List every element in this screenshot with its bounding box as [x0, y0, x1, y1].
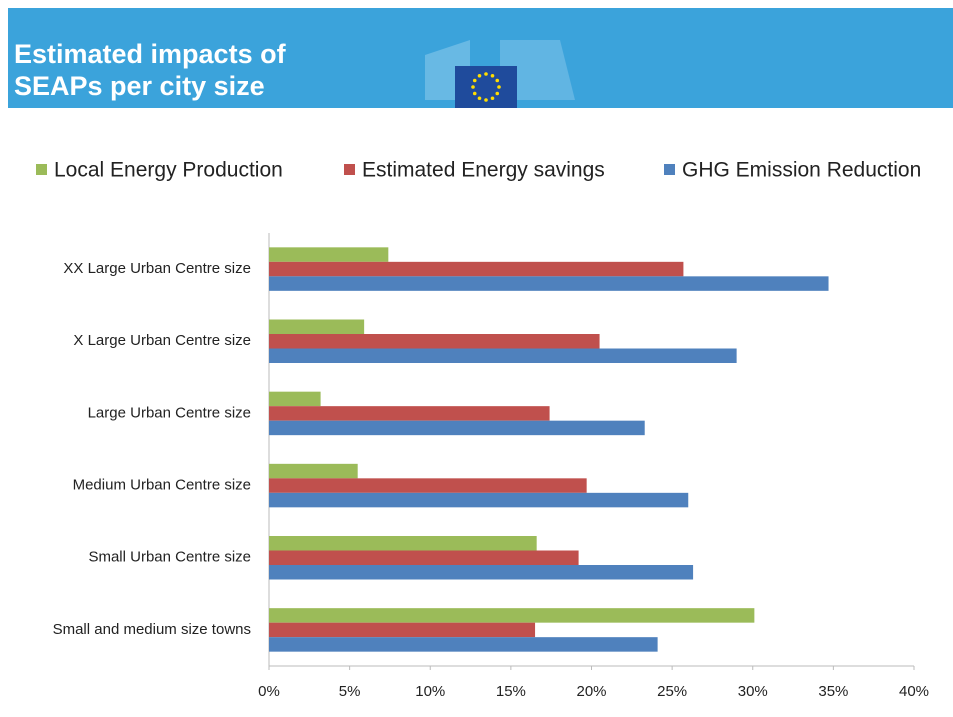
eu-star	[477, 96, 482, 101]
bar	[269, 608, 755, 623]
eu-star	[490, 96, 495, 101]
bar	[269, 247, 389, 262]
eu-star	[497, 85, 501, 89]
bar	[269, 565, 694, 580]
x-tick-label: 5%	[339, 683, 361, 700]
y-tick-label: Medium Urban Centre size	[73, 477, 251, 494]
bar	[269, 622, 536, 638]
bar	[269, 276, 829, 291]
legend-swatch	[36, 164, 47, 175]
bar	[269, 536, 537, 551]
eu-star	[477, 73, 482, 78]
eu-star	[472, 91, 477, 96]
x-tick-label: 40%	[899, 683, 929, 700]
x-tick-label: 25%	[657, 683, 687, 700]
eu-star	[472, 78, 477, 83]
bar	[269, 406, 550, 421]
x-tick-label: 15%	[496, 683, 526, 700]
bar	[269, 420, 645, 436]
x-tick-label: 20%	[576, 683, 606, 700]
bar	[269, 478, 587, 493]
bar	[269, 463, 358, 479]
x-tick-label: 30%	[738, 683, 768, 700]
eu-logo	[425, 40, 575, 108]
y-tick-label: X Large Urban Centre size	[73, 332, 251, 349]
eu-star	[471, 85, 475, 89]
eu-star	[484, 98, 488, 102]
bar	[269, 348, 737, 363]
bar	[269, 391, 321, 407]
y-tick-label: Small and medium size towns	[53, 621, 251, 638]
y-tick-label: Small Urban Centre size	[88, 549, 251, 566]
eu-star	[490, 73, 495, 78]
bar	[269, 492, 689, 508]
bar	[269, 550, 579, 565]
legend-swatch	[664, 164, 675, 175]
bar	[269, 261, 684, 277]
x-tick-label: 35%	[818, 683, 848, 700]
legend-label: GHG Emission Reduction	[682, 159, 921, 182]
legend-label: Local Energy Production	[54, 159, 283, 182]
eu-star	[495, 91, 500, 96]
bar	[269, 334, 600, 349]
y-tick-label: Large Urban Centre size	[88, 404, 251, 421]
y-tick-label: XX Large Urban Centre size	[63, 260, 251, 277]
legend-label: Estimated Energy savings	[362, 159, 605, 182]
bar	[269, 637, 658, 652]
eu-star	[495, 78, 500, 83]
legend-swatch	[344, 164, 355, 175]
x-tick-label: 0%	[258, 683, 280, 700]
x-tick-label: 10%	[415, 683, 445, 700]
eu-star	[484, 72, 488, 76]
bar	[269, 319, 365, 334]
chart-title: Estimated impacts of SEAPs per city size	[14, 39, 287, 101]
